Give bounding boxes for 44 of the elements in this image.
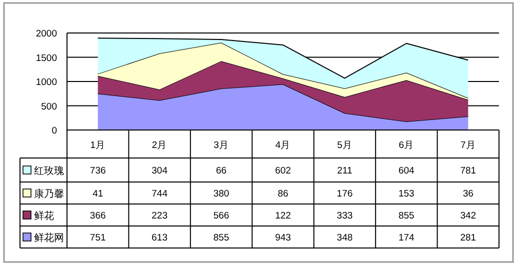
x-tick-label: 3月 <box>214 140 229 151</box>
data-label: 223 <box>152 210 168 222</box>
data-label: 281 <box>460 232 476 244</box>
legend-label: 鲜花 <box>34 210 54 222</box>
y-tick-label: 500 <box>41 101 57 112</box>
y-tick-label: 0 <box>52 126 57 136</box>
x-tick-label: 6月 <box>398 140 414 151</box>
data-label: 176 <box>336 188 353 200</box>
data-label: 781 <box>460 166 476 176</box>
data-label: 613 <box>152 232 168 244</box>
x-tick-label: 5月 <box>337 140 352 151</box>
data-label: 153 <box>398 188 414 200</box>
x-tick-label: 4月 <box>275 140 291 151</box>
data-label: 41 <box>92 188 104 200</box>
data-label: 174 <box>398 232 414 244</box>
data-label: 304 <box>152 166 168 176</box>
y-tick-label: 2000 <box>36 28 57 40</box>
x-tick-label: 7月 <box>460 140 476 151</box>
data-label: 86 <box>278 188 288 200</box>
data-label: 855 <box>213 232 230 244</box>
data-label: 366 <box>90 210 106 222</box>
data-label: 736 <box>90 166 106 176</box>
x-tick-label: 1月 <box>90 140 106 151</box>
data-label: 380 <box>213 188 230 200</box>
data-label: 122 <box>275 210 291 222</box>
data-label: 943 <box>275 232 291 244</box>
x-tick-label: 2月 <box>152 140 168 151</box>
data-label: 36 <box>462 188 474 200</box>
data-label: 744 <box>152 188 168 200</box>
legend-label: 康乃馨 <box>34 188 64 200</box>
legend-label: 红玫瑰 <box>34 165 64 177</box>
data-label: 855 <box>398 210 414 222</box>
y-tick-label: 1500 <box>36 52 57 64</box>
data-label: 333 <box>336 210 353 222</box>
data-label: 342 <box>460 210 476 222</box>
data-label: 604 <box>398 166 414 176</box>
data-label: 211 <box>337 166 352 176</box>
y-tick-label: 1000 <box>36 77 57 88</box>
data-label: 66 <box>216 166 227 176</box>
data-label: 566 <box>213 210 230 222</box>
data-label: 348 <box>336 232 353 244</box>
data-label: 602 <box>275 166 291 176</box>
legend-label: 鲜花网 <box>34 232 64 244</box>
data-label: 751 <box>90 232 106 244</box>
